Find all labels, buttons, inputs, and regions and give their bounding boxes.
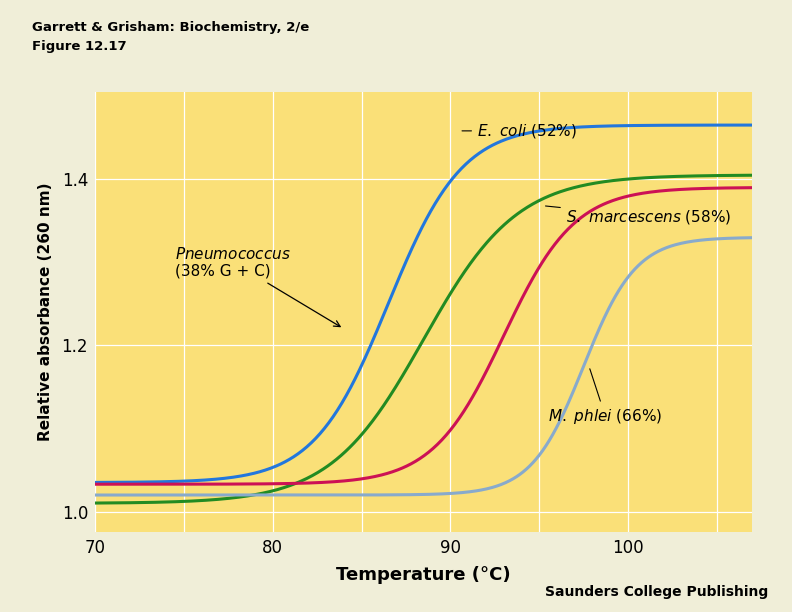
Text: $\it{E.\ coli}$ (52%): $\it{E.\ coli}$ (52%) — [462, 122, 577, 140]
Text: $\it{S.\ marcescens}$ (58%): $\it{S.\ marcescens}$ (58%) — [546, 206, 731, 225]
Text: Figure 12.17: Figure 12.17 — [32, 40, 126, 53]
Text: Garrett & Grisham: Biochemistry, 2/e: Garrett & Grisham: Biochemistry, 2/e — [32, 21, 309, 34]
X-axis label: Temperature (°C): Temperature (°C) — [337, 565, 511, 584]
Text: Saunders College Publishing: Saunders College Publishing — [545, 584, 768, 599]
Y-axis label: Relative absorbance (260 nm): Relative absorbance (260 nm) — [38, 183, 53, 441]
Text: $\it{Pneumococcus}$
(38% G + C): $\it{Pneumococcus}$ (38% G + C) — [175, 245, 341, 327]
Text: $\it{M.\ phlei}$ (66%): $\it{M.\ phlei}$ (66%) — [548, 369, 662, 425]
